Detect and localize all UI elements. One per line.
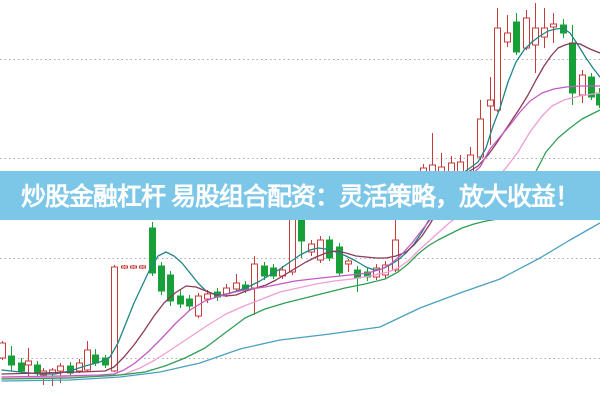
candle-body-up xyxy=(523,17,530,49)
candle-body-down xyxy=(186,298,193,307)
candle-body-down xyxy=(102,357,109,366)
promo-banner-text: 炒股金融杠杆 易股组合配资：灵活策略，放大收益！ xyxy=(21,183,580,211)
candle-body-up xyxy=(121,265,128,269)
candle-body-up xyxy=(111,266,118,372)
ma-cyan-line xyxy=(1,222,600,382)
candle-body-up xyxy=(477,118,484,158)
candle-body-up xyxy=(317,239,324,261)
candle-body-up xyxy=(382,264,389,276)
candle-body-down xyxy=(513,21,520,53)
candle-body-up xyxy=(373,267,380,278)
candle-body-up xyxy=(532,27,539,46)
candle-body-down xyxy=(270,267,277,277)
candle-body-up xyxy=(308,243,315,253)
candle-body-up xyxy=(579,74,586,96)
ma-maroon-line xyxy=(1,42,600,375)
candle-body-down xyxy=(34,364,41,374)
candle-body-up xyxy=(550,23,557,28)
candle-body-up xyxy=(289,217,296,273)
promo-banner[interactable]: 炒股金融杠杆 易股组合配资：灵活策略，放大收益！ xyxy=(0,171,600,220)
candle-body-down xyxy=(569,42,576,94)
candle-body-down xyxy=(588,76,595,98)
candle-body-up xyxy=(204,293,211,300)
candle-body-up xyxy=(57,365,64,372)
candle-body-down xyxy=(149,227,156,274)
ma-fast-teal-line xyxy=(1,27,600,375)
candle-body-down xyxy=(596,92,600,106)
ma-magenta-line xyxy=(1,85,600,378)
candle-body-down xyxy=(336,246,343,274)
candle-body-up xyxy=(233,282,240,290)
candle-body-up xyxy=(494,27,501,111)
candle-body-up xyxy=(25,360,32,366)
candle-body-down xyxy=(92,354,99,364)
candle-body-down xyxy=(298,219,305,242)
candle-body-up xyxy=(0,342,6,359)
candle-body-down xyxy=(167,274,174,302)
candle-body-up xyxy=(345,260,352,265)
candle-body-down xyxy=(8,355,15,366)
candle-body-down xyxy=(158,265,165,292)
ma-pink-line xyxy=(1,92,600,379)
candle-body-up xyxy=(130,265,137,269)
candle-body-down xyxy=(18,362,25,372)
candle-body-down xyxy=(177,295,184,305)
candle-body-up xyxy=(84,349,91,371)
candle-body-up xyxy=(504,32,511,43)
candle-body-up xyxy=(487,99,494,107)
candle-body-up xyxy=(139,265,146,269)
candle-body-down xyxy=(261,265,268,277)
